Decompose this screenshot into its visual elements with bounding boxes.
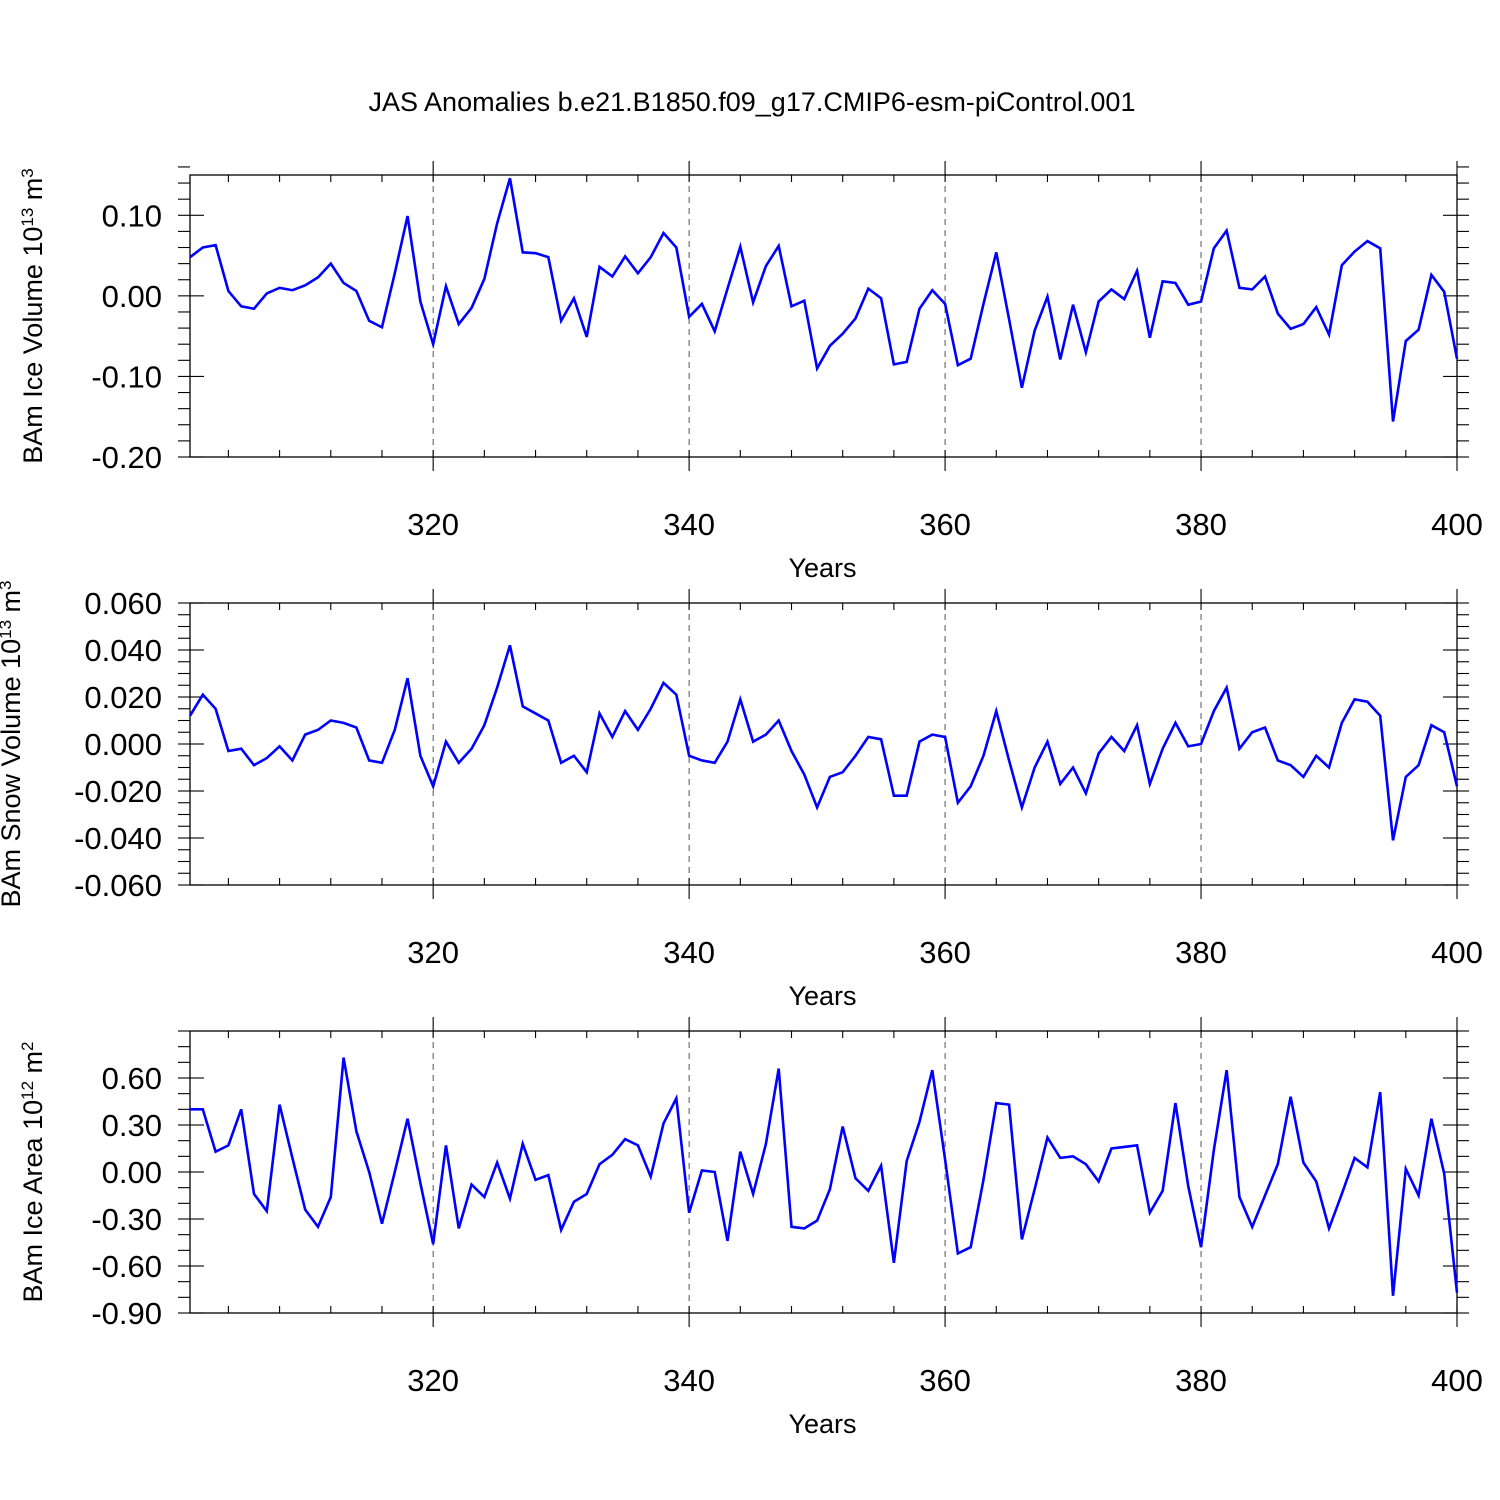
x-tick-label: 340 (663, 1363, 715, 1398)
y-tick-label: 0.00 (102, 279, 162, 314)
y-tick-label: 0.30 (102, 1108, 162, 1143)
y-axis-label-superscript: 2 (18, 1042, 37, 1051)
y-axis-label-part: m (18, 178, 48, 208)
y-tick-label: -0.060 (74, 868, 162, 903)
y-axis-label-part: m (0, 590, 26, 620)
panel-ice-volume: 320 340 360 380 400 -0.20 -0.10 0.00 0.10 Years BA… (18, 161, 1483, 583)
x-tick-label: 340 (663, 507, 715, 542)
x-tick-label: 360 (919, 507, 971, 542)
y-tick-label: 0.040 (84, 633, 162, 668)
panel-snow-volume: 320 340 360 380 400 -0.060 -0.040 -0.020 0.000 0.… (0, 580, 1483, 1011)
y-tick-label: -0.90 (91, 1296, 162, 1331)
x-tick-label: 380 (1175, 507, 1227, 542)
y-axis-label-superscript: 12 (18, 1081, 37, 1100)
y-tick-label: -0.020 (74, 774, 162, 809)
panel-ice-area: 320 340 360 380 400 -0.90 -0.60 -0.30 0.00 0.30 0.… (18, 1017, 1483, 1439)
x-axis-label: Years (788, 553, 856, 583)
y-axis-label-superscript: 3 (0, 580, 15, 589)
y-tick-label: 0.060 (84, 586, 162, 621)
plot-frame (189, 602, 1458, 886)
plot-frame (189, 174, 1458, 458)
y-axis-label-part: BAm Ice Area 10 (18, 1100, 48, 1303)
y-tick-label: 0.60 (102, 1061, 162, 1096)
x-tick-label: 400 (1431, 935, 1483, 970)
y-axis-label-superscript: 13 (18, 208, 37, 227)
y-tick-label: 0.000 (84, 727, 162, 762)
x-tick-label: 380 (1175, 935, 1227, 970)
x-axis-label: Years (788, 1409, 856, 1439)
y-axis-label-superscript: 13 (0, 620, 15, 639)
x-tick-label: 360 (919, 935, 971, 970)
x-tick-label: 400 (1431, 1363, 1483, 1398)
y-tick-label: 0.00 (102, 1155, 162, 1190)
y-axis-label-part: m (18, 1051, 48, 1081)
panels: 320 340 360 380 400 -0.20 -0.10 0.00 0.10 Years BA… (0, 161, 1483, 1439)
y-axis-label: BAm Ice Volume 1013 m3 (18, 168, 48, 464)
plot-frame (189, 1030, 1458, 1314)
x-tick-label: 380 (1175, 1363, 1227, 1398)
chart-title: JAS Anomalies b.e21.B1850.f09_g17.CMIP6-… (369, 87, 1136, 117)
y-tick-label: -0.10 (91, 359, 162, 394)
y-tick-label: -0.20 (91, 440, 162, 475)
series-line (188, 644, 1459, 841)
x-axis-label: Years (788, 981, 856, 1011)
x-tick-label: 360 (919, 1363, 971, 1398)
y-axis-label: BAm Snow Volume 1013 m3 (0, 580, 26, 907)
y-tick-label: -0.040 (74, 821, 162, 856)
x-tick-label: 340 (663, 935, 715, 970)
x-tick-label: 400 (1431, 507, 1483, 542)
x-tick-label: 320 (407, 1363, 459, 1398)
y-tick-label: 0.020 (84, 680, 162, 715)
y-axis-label: BAm Ice Area 1012 m2 (18, 1042, 48, 1303)
y-tick-label: 0.10 (102, 198, 162, 233)
x-tick-label: 320 (407, 507, 459, 542)
y-axis-label-superscript: 3 (18, 168, 37, 177)
x-tick-label: 320 (407, 935, 459, 970)
y-axis-label-part: BAm Snow Volume 10 (0, 639, 26, 908)
series-line (189, 177, 1459, 422)
series-line (190, 1057, 1459, 1296)
y-tick-label: -0.60 (91, 1249, 162, 1284)
y-axis-label-part: BAm Ice Volume 10 (18, 227, 48, 464)
y-tick-label: -0.30 (91, 1202, 162, 1237)
